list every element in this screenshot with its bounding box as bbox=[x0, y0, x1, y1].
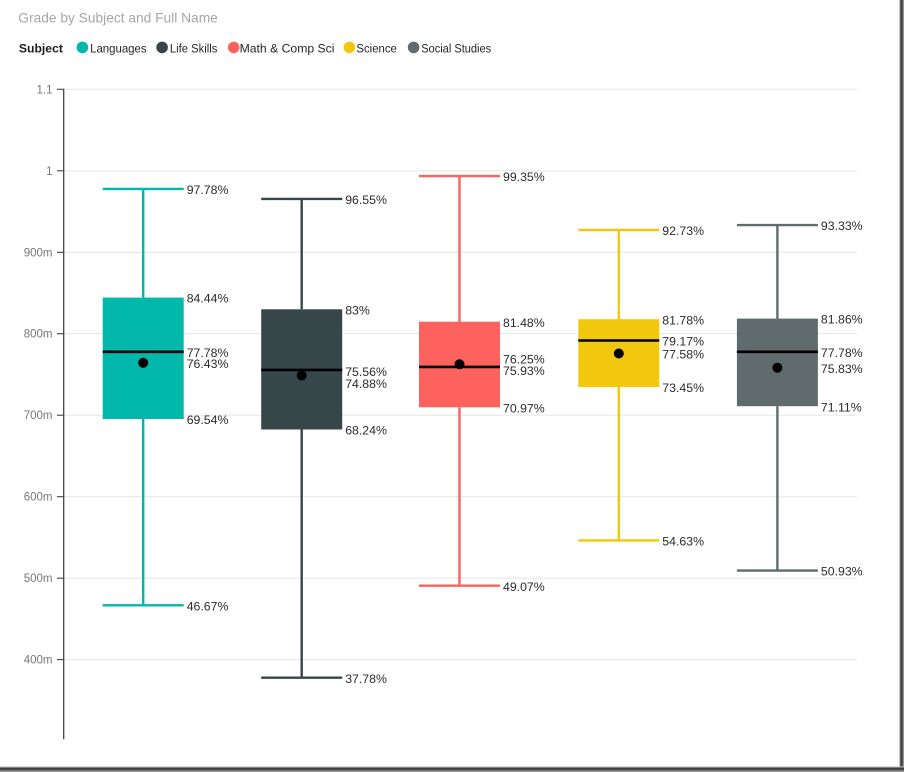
svg-text:600m: 600m bbox=[24, 492, 53, 504]
svg-text:96.55%: 96.55% bbox=[345, 193, 387, 207]
svg-text:70.97%: 70.97% bbox=[503, 401, 545, 415]
svg-text:800m: 800m bbox=[24, 329, 53, 341]
svg-text:50.93%: 50.93% bbox=[821, 565, 863, 579]
svg-text:76.43%: 76.43% bbox=[187, 357, 229, 371]
svg-text:37.78%: 37.78% bbox=[345, 672, 387, 686]
svg-text:97.78%: 97.78% bbox=[187, 183, 229, 197]
svg-text:46.67%: 46.67% bbox=[187, 599, 229, 613]
svg-text:71.11%: 71.11% bbox=[821, 400, 862, 414]
svg-text:69.54%: 69.54% bbox=[187, 413, 229, 427]
svg-text:54.63%: 54.63% bbox=[662, 535, 704, 549]
svg-text:73.45%: 73.45% bbox=[662, 381, 704, 395]
svg-text:75.83%: 75.83% bbox=[821, 362, 863, 376]
svg-text:Social Studies: Social Studies bbox=[421, 41, 491, 55]
svg-text:Science: Science bbox=[356, 41, 397, 55]
svg-text:Languages: Languages bbox=[90, 41, 147, 55]
svg-text:79.17%: 79.17% bbox=[662, 335, 704, 349]
svg-text:92.73%: 92.73% bbox=[662, 224, 704, 238]
svg-text:81.78%: 81.78% bbox=[662, 313, 704, 327]
svg-text:900m: 900m bbox=[24, 247, 53, 259]
svg-text:1.1: 1.1 bbox=[37, 84, 53, 96]
svg-text:77.58%: 77.58% bbox=[662, 348, 704, 362]
svg-text:99.35%: 99.35% bbox=[503, 170, 545, 184]
svg-text:84.44%: 84.44% bbox=[187, 292, 229, 306]
svg-text:400m: 400m bbox=[24, 655, 53, 667]
svg-text:1: 1 bbox=[46, 166, 52, 178]
svg-text:Math & Comp Sci: Math & Comp Sci bbox=[240, 41, 335, 55]
svg-text:Subject: Subject bbox=[19, 41, 63, 55]
svg-text:81.48%: 81.48% bbox=[503, 316, 545, 330]
svg-text:81.86%: 81.86% bbox=[821, 313, 863, 327]
svg-text:77.78%: 77.78% bbox=[187, 346, 229, 360]
svg-text:77.78%: 77.78% bbox=[821, 346, 863, 360]
svg-text:Grade by Subject and Full Name: Grade by Subject and Full Name bbox=[18, 9, 218, 25]
svg-text:83%: 83% bbox=[345, 303, 370, 317]
svg-text:76.25%: 76.25% bbox=[503, 352, 545, 366]
svg-text:74.88%: 74.88% bbox=[345, 377, 387, 391]
svg-text:500m: 500m bbox=[24, 573, 53, 585]
svg-text:49.07%: 49.07% bbox=[503, 580, 545, 594]
svg-text:75.56%: 75.56% bbox=[345, 365, 387, 379]
svg-text:75.93%: 75.93% bbox=[503, 364, 545, 378]
svg-text:68.24%: 68.24% bbox=[345, 424, 387, 438]
svg-text:93.33%: 93.33% bbox=[821, 219, 863, 233]
svg-text:Life Skills: Life Skills bbox=[170, 41, 218, 55]
svg-text:700m: 700m bbox=[24, 410, 53, 422]
